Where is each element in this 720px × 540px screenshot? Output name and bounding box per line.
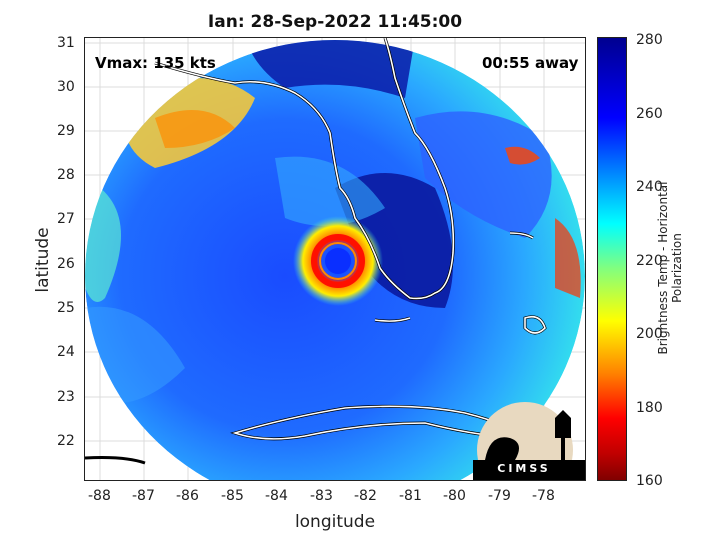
- y-tick: 30: [57, 79, 75, 95]
- y-tick: 31: [57, 35, 75, 51]
- x-tick: -85: [221, 488, 244, 504]
- x-tick: -82: [354, 488, 377, 504]
- colorbar-tick: 180: [636, 400, 663, 416]
- y-tick: 22: [57, 433, 75, 449]
- x-tick: -80: [443, 488, 466, 504]
- hurricane-eye: [293, 216, 383, 306]
- x-tick: -84: [265, 488, 288, 504]
- x-tick: -79: [488, 488, 511, 504]
- x-axis-label: longitude: [294, 512, 376, 532]
- y-tick: 29: [57, 123, 75, 139]
- colorbar-tick: 160: [636, 473, 663, 489]
- colorbar-tick: 260: [636, 106, 663, 122]
- y-tick: 27: [57, 211, 75, 227]
- map-svg: [85, 38, 585, 480]
- vmax-label: Vmax: 135 kts: [95, 54, 216, 72]
- x-tick: -78: [532, 488, 555, 504]
- x-tick: -83: [310, 488, 333, 504]
- x-tick: -81: [399, 488, 422, 504]
- colorbar-tick: 200: [636, 326, 663, 342]
- colorbar: [597, 37, 627, 481]
- y-axis-label: latitude: [33, 227, 53, 293]
- y-tick: 23: [57, 389, 75, 405]
- x-tick: -86: [176, 488, 199, 504]
- time-away-label: 00:55 away: [482, 54, 579, 72]
- x-tick: -88: [88, 488, 111, 504]
- logo-text: CIMSS: [497, 462, 551, 475]
- colorbar-tick: 220: [636, 253, 663, 269]
- y-tick: 25: [57, 300, 75, 316]
- colorbar-label: Brightness Temp - Horizontal Polarizatio…: [656, 181, 684, 355]
- colorbar-tick: 280: [636, 32, 663, 48]
- colorbar-tick: 240: [636, 179, 663, 195]
- x-tick: -87: [132, 488, 155, 504]
- y-tick: 26: [57, 256, 75, 272]
- plot-title: Ian: 28-Sep-2022 11:45:00: [207, 12, 463, 32]
- y-tick: 24: [57, 344, 75, 360]
- y-tick: 28: [57, 167, 75, 183]
- cimss-logo: [473, 402, 585, 480]
- map-panel: [84, 37, 586, 481]
